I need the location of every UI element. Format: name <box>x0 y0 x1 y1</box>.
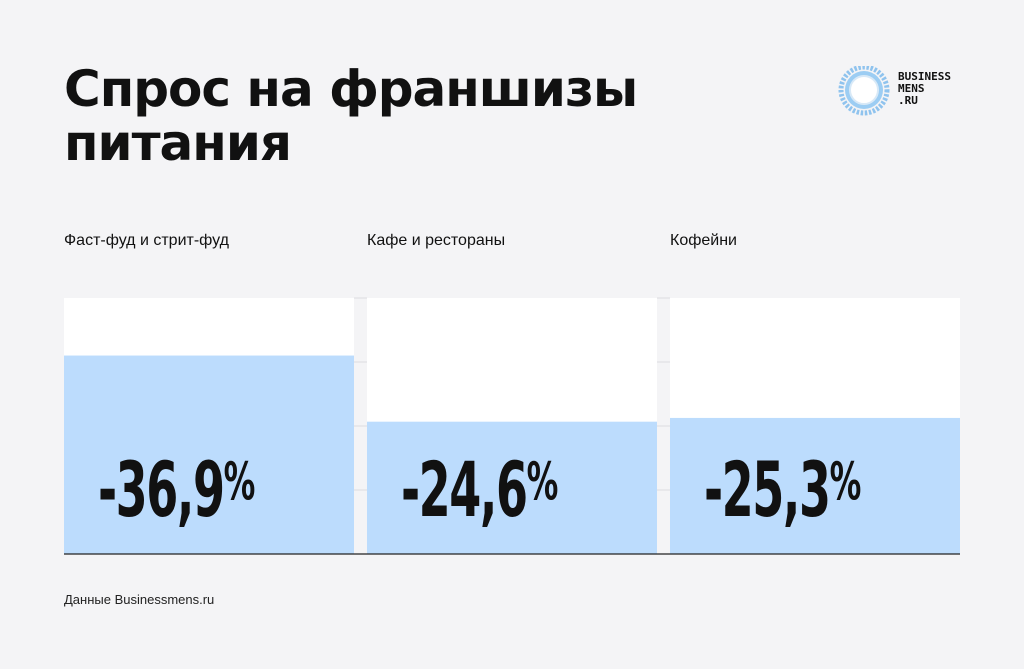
gear-icon <box>838 66 890 116</box>
bar <box>367 421 657 554</box>
category-label-cafe: Кафе и рестораны <box>367 232 506 249</box>
unit-label: % <box>830 452 861 512</box>
unit-label: % <box>527 452 558 512</box>
logo-line-2: MENS <box>898 82 925 95</box>
category-label-fastfood: Фаст-фуд и стрит-фуд <box>64 232 229 249</box>
page-title: Спрос на франшизы питания <box>64 60 638 172</box>
data-source: Данные Businessmens.ru <box>64 592 215 607</box>
data-label: -25,3% <box>704 446 861 534</box>
logo-line-1: BUSINESS <box>898 70 951 83</box>
bar <box>64 355 354 554</box>
unit-label: % <box>224 452 255 512</box>
businessmens-logo: BUSINESS MENS .RU <box>838 66 978 116</box>
category-label-coffee: Кофейни <box>670 232 737 249</box>
logo-text: BUSINESS MENS .RU <box>898 71 951 107</box>
bar <box>670 417 960 554</box>
logo-line-3: .RU <box>898 94 918 107</box>
data-label: -36,9% <box>98 446 255 534</box>
data-label: -24,6% <box>401 446 558 534</box>
